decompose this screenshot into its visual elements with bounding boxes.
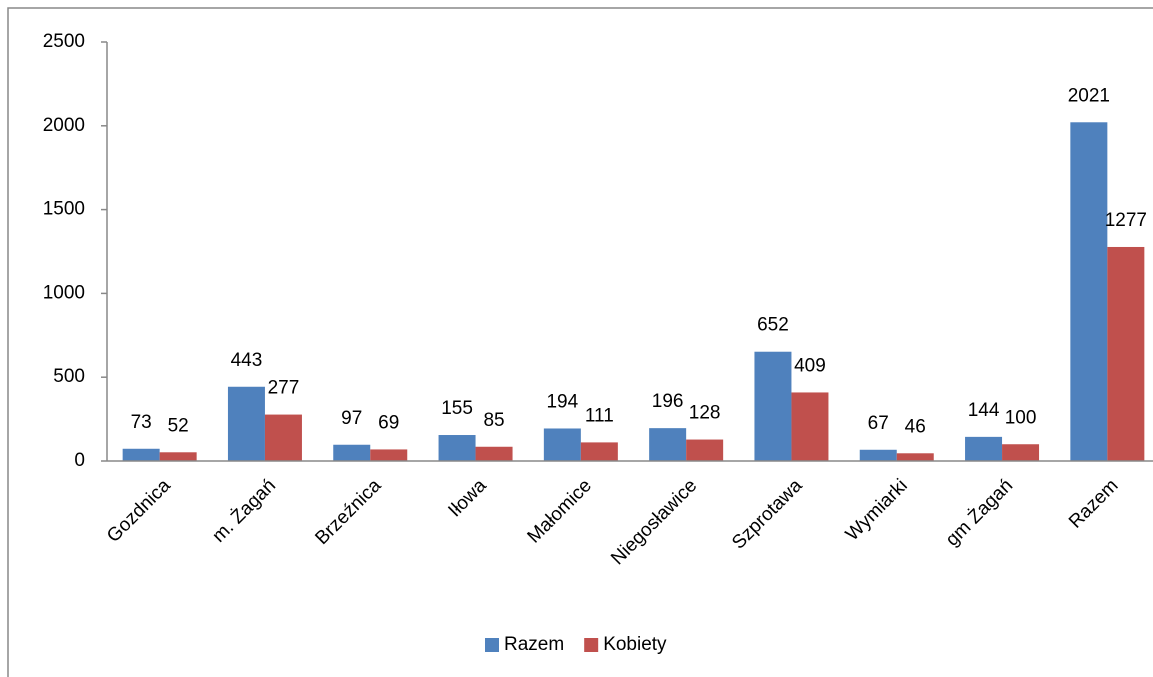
bar [333, 444, 371, 461]
data-label: 128 [689, 403, 721, 424]
bar [475, 446, 513, 461]
bar [543, 428, 581, 461]
bar [1002, 444, 1040, 461]
bar [264, 414, 302, 461]
legend-swatch [584, 638, 599, 652]
data-label: 144 [968, 400, 1000, 421]
data-label: 111 [585, 405, 614, 426]
y-tick-label: 1500 [43, 199, 85, 220]
bar [791, 392, 829, 461]
bar [227, 386, 265, 461]
data-label: 52 [168, 415, 189, 436]
bar [1107, 246, 1145, 461]
bar [159, 452, 197, 461]
y-tick-label: 2500 [43, 31, 85, 52]
bar [859, 449, 897, 461]
data-label: 100 [1005, 407, 1037, 428]
y-tick-label: 0 [74, 450, 85, 471]
data-label: 85 [483, 410, 504, 431]
y-tick-label: 500 [53, 366, 85, 387]
bar [438, 435, 476, 461]
data-label: 46 [905, 416, 926, 437]
data-label: 73 [131, 412, 152, 433]
y-tick-label: 1000 [43, 282, 85, 303]
bar [370, 449, 408, 461]
data-label: 69 [378, 412, 399, 433]
legend-label: Razem [504, 634, 564, 655]
bar [754, 351, 792, 461]
data-label: 652 [757, 315, 789, 336]
bar [649, 428, 687, 461]
data-label: 194 [546, 392, 578, 413]
data-label: 67 [868, 413, 889, 434]
bar [896, 453, 934, 461]
legend-label: Kobiety [603, 634, 667, 655]
legend-swatch [485, 638, 499, 652]
data-label: 1277 [1105, 210, 1147, 231]
bar [686, 439, 724, 461]
bar [122, 448, 160, 461]
y-tick-label: 2000 [43, 115, 85, 136]
bar [1070, 122, 1108, 462]
data-label: 2021 [1068, 85, 1110, 106]
data-label: 97 [341, 408, 362, 429]
bar [580, 442, 618, 461]
data-label: 409 [794, 355, 826, 376]
bar [965, 436, 1003, 461]
data-label: 277 [268, 378, 300, 399]
data-label: 155 [441, 398, 473, 419]
data-label: 196 [652, 391, 684, 412]
chart-border [7, 7, 1153, 677]
data-label: 443 [231, 350, 263, 371]
